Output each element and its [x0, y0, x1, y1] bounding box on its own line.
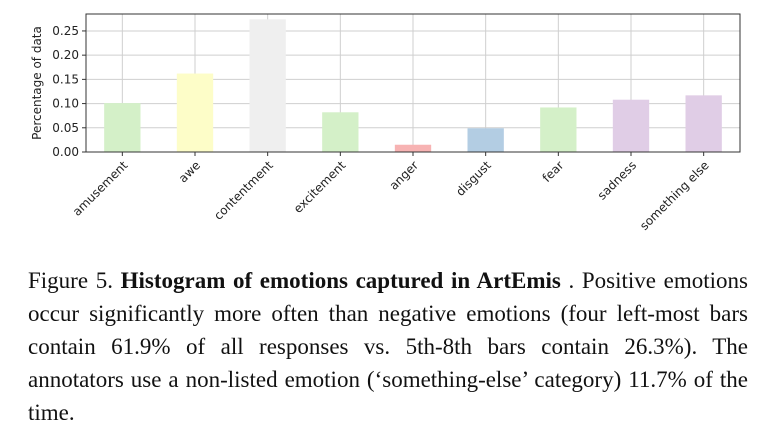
x-tick-label: fear [540, 158, 567, 185]
x-tick-label: anger [387, 158, 422, 193]
y-tick-label: 0.25 [52, 24, 79, 38]
y-tick-label: 0.20 [52, 48, 79, 62]
bar-amusement [104, 103, 141, 152]
x-tick-label: disgust [453, 158, 494, 199]
caption-title: Histogram of emotions captured in ArtEmi… [120, 268, 561, 293]
bar-awe [176, 73, 214, 152]
caption-text: . Positive emotions occur significantly … [28, 268, 748, 425]
x-tick-label: excitement [291, 158, 349, 216]
bar-anger [394, 144, 432, 152]
x-tick-label: something else [637, 158, 712, 233]
bar-excitement [322, 112, 359, 152]
bar-something-else [685, 95, 722, 152]
x-axis-ticks: amusement awe contentment excitement anger di… [70, 152, 712, 233]
bars [104, 19, 722, 153]
caption-label: Figure 5. [28, 268, 121, 293]
bar-disgust [467, 128, 504, 152]
bar-fear [540, 107, 577, 152]
x-tick-label: sadness [595, 158, 639, 202]
x-tick-label: amusement [70, 158, 131, 219]
bar-chart: 0.00 0.05 0.10 0.15 0.20 0.25 amusement awe con… [30, 13, 741, 233]
y-tick-label: 0.15 [52, 72, 79, 86]
figure-caption: Figure 5. Histogram of emotions captured… [28, 264, 748, 429]
x-tick-label: contentment [211, 158, 276, 223]
y-tick-label: 0.05 [52, 121, 79, 135]
y-axis-label: Percentage of data [30, 26, 44, 140]
y-tick-label: 0.10 [52, 97, 79, 111]
y-tick-label: 0.00 [52, 145, 79, 159]
x-tick-label: awe [176, 158, 203, 185]
bar-sadness [612, 99, 650, 152]
y-axis-ticks: 0.00 0.05 0.10 0.15 0.20 0.25 [52, 24, 86, 159]
bar-contentment [249, 19, 286, 153]
